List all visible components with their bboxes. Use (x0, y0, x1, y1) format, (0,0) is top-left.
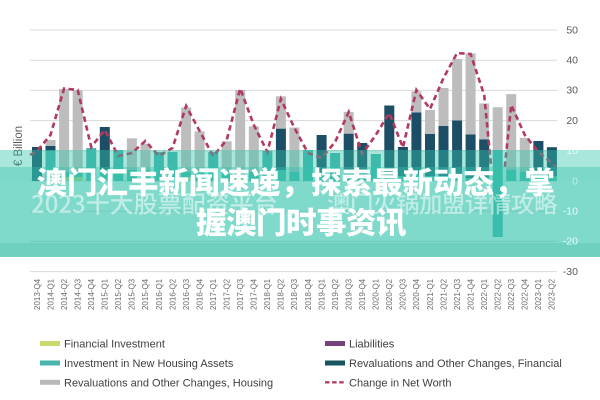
svg-text:-20: -20 (563, 236, 578, 248)
svg-text:2023-Q2: 2023-Q2 (548, 278, 557, 310)
svg-text:Liabilities: Liabilities (349, 339, 395, 351)
svg-text:2016-Q4: 2016-Q4 (195, 278, 204, 310)
svg-text:40: 40 (566, 55, 578, 67)
svg-text:2022-Q4: 2022-Q4 (521, 278, 530, 310)
svg-text:2021-Q3: 2021-Q3 (453, 278, 462, 310)
svg-text:2019-Q4: 2019-Q4 (358, 278, 367, 310)
svg-text:2020-Q3: 2020-Q3 (399, 278, 408, 310)
svg-text:2021-Q2: 2021-Q2 (439, 278, 448, 310)
svg-text:2018-Q4: 2018-Q4 (304, 278, 313, 310)
svg-text:2019-Q1: 2019-Q1 (317, 278, 326, 310)
svg-text:2016-Q2: 2016-Q2 (168, 278, 177, 310)
svg-text:Revaluations and Other Changes: Revaluations and Other Changes, Financia… (349, 358, 562, 370)
svg-text:2016-Q1: 2016-Q1 (155, 278, 164, 310)
svg-text:€ Billion: € Billion (13, 126, 25, 166)
svg-text:2023-Q1: 2023-Q1 (534, 278, 543, 310)
svg-text:2014-Q2: 2014-Q2 (60, 278, 69, 310)
svg-text:2020-Q4: 2020-Q4 (412, 278, 421, 310)
svg-text:50: 50 (566, 24, 578, 36)
svg-text:2014-Q3: 2014-Q3 (74, 278, 83, 310)
svg-text:Change in Net Worth: Change in Net Worth (349, 377, 452, 389)
svg-text:2019-Q3: 2019-Q3 (345, 278, 354, 310)
svg-text:2018-Q3: 2018-Q3 (290, 278, 299, 310)
svg-text:2015-Q4: 2015-Q4 (141, 278, 150, 310)
svg-text:2019-Q2: 2019-Q2 (331, 278, 340, 310)
svg-text:2022-Q3: 2022-Q3 (507, 278, 516, 310)
svg-text:Investment in New Housing Asse: Investment in New Housing Assets (64, 358, 234, 370)
svg-text:2016-Q3: 2016-Q3 (182, 278, 191, 310)
svg-text:-10: -10 (563, 206, 578, 218)
svg-text:-30: -30 (563, 266, 578, 278)
svg-text:30: 30 (566, 85, 578, 97)
svg-text:2018-Q1: 2018-Q1 (263, 278, 272, 310)
svg-text:Revaluations and Other Changes: Revaluations and Other Changes, Housing (64, 377, 273, 389)
svg-text:2015-Q2: 2015-Q2 (114, 278, 123, 310)
svg-text:2021-Q4: 2021-Q4 (466, 278, 475, 310)
svg-text:2022-Q1: 2022-Q1 (480, 278, 489, 310)
svg-text:2013-Q4: 2013-Q4 (33, 278, 42, 310)
svg-text:2017-Q3: 2017-Q3 (236, 278, 245, 310)
svg-text:2018-Q2: 2018-Q2 (277, 278, 286, 310)
svg-text:2017-Q1: 2017-Q1 (209, 278, 218, 310)
svg-text:2014-Q4: 2014-Q4 (87, 278, 96, 310)
svg-text:Financial Investment: Financial Investment (64, 339, 165, 351)
svg-text:20: 20 (566, 115, 578, 127)
svg-text:2021-Q1: 2021-Q1 (426, 278, 435, 310)
svg-text:2014-Q1: 2014-Q1 (46, 278, 55, 310)
svg-text:2015-Q1: 2015-Q1 (101, 278, 110, 310)
svg-text:0: 0 (572, 175, 578, 187)
svg-text:2022-Q2: 2022-Q2 (494, 278, 503, 310)
svg-text:2017-Q4: 2017-Q4 (250, 278, 259, 310)
svg-text:2017-Q2: 2017-Q2 (223, 278, 232, 310)
svg-text:10: 10 (566, 145, 578, 157)
svg-text:2020-Q1: 2020-Q1 (372, 278, 381, 310)
svg-text:2020-Q2: 2020-Q2 (385, 278, 394, 310)
svg-text:2015-Q3: 2015-Q3 (128, 278, 137, 310)
